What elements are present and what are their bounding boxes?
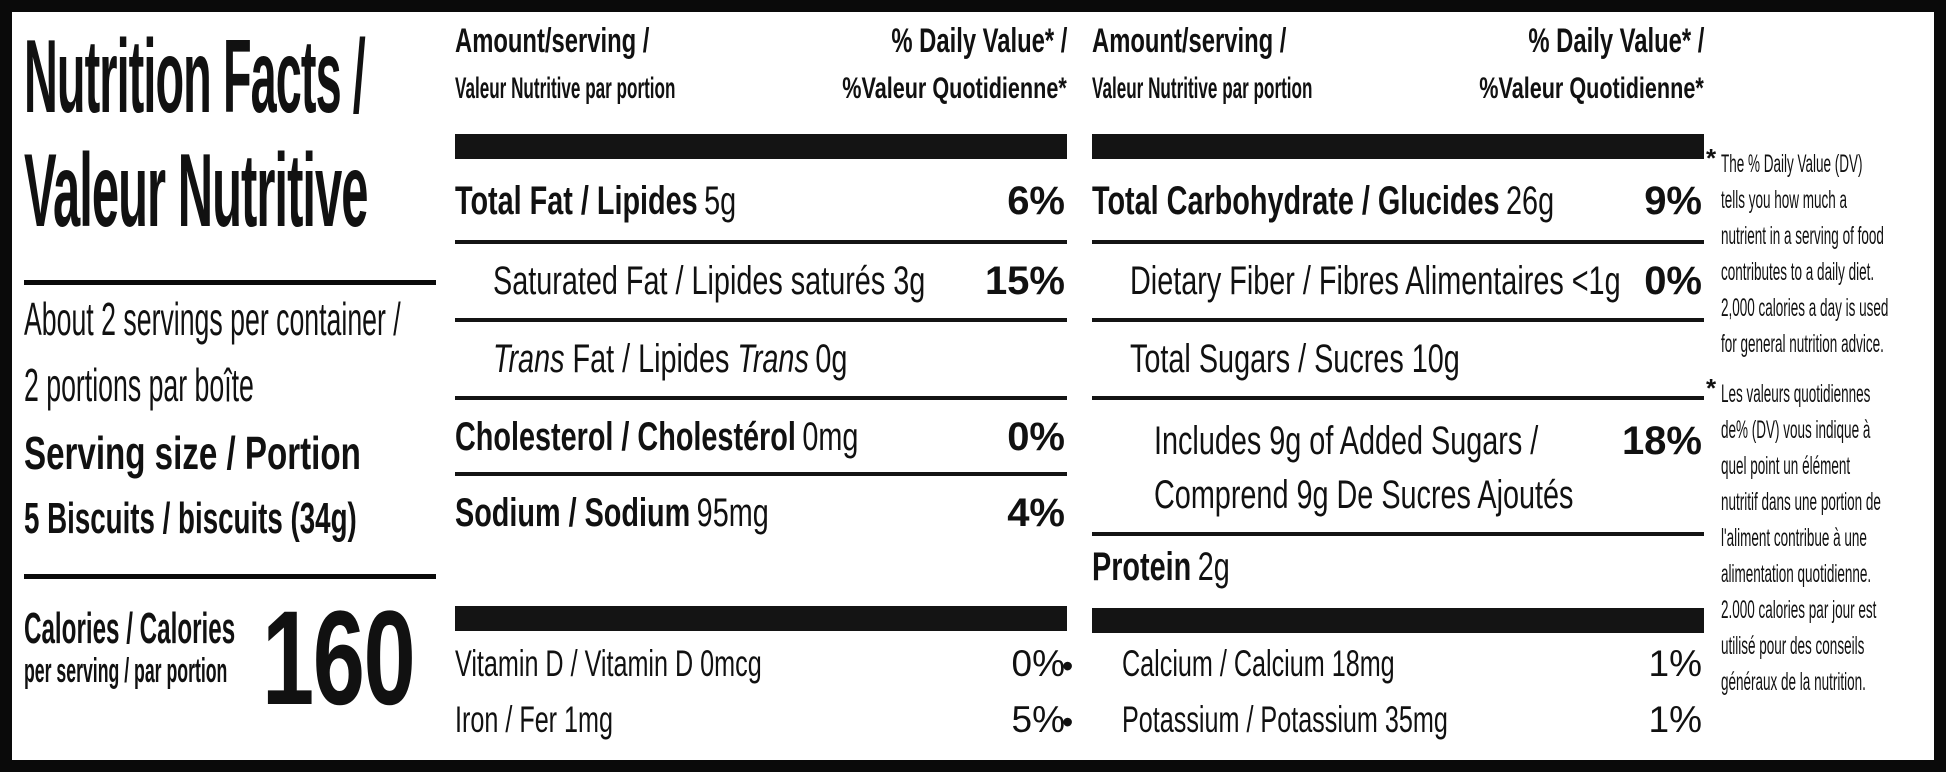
- divider-rule: [1092, 240, 1704, 244]
- bullet-icon: •: [1062, 704, 1074, 740]
- title-english: Nutrition Facts /: [24, 19, 366, 135]
- row-cholesterol: Cholesterol / Cholestérol 0mg 0%: [455, 415, 1065, 459]
- divider-rule: [24, 574, 436, 579]
- title-french: Valeur Nutritive: [24, 133, 368, 249]
- divider-bar: [455, 606, 1067, 631]
- divider-rule: [1092, 532, 1704, 536]
- calories-sublabel: per serving / par portion: [24, 652, 228, 690]
- divider-rule: [455, 396, 1067, 400]
- footnote-french: * Les valeurs quotidiennes de% (DV) vous…: [1706, 373, 1881, 696]
- footnote-english: * The % Daily Value (DV) tells you how m…: [1706, 143, 1889, 358]
- daily-value: 0%: [1011, 643, 1065, 684]
- row-calcium: • Calcium / Calcium 18mg 1%: [1062, 642, 1704, 686]
- row-trans-fat: Trans Fat / Lipides Trans 0g: [493, 337, 848, 381]
- asterisk-marker: *: [1706, 143, 1717, 173]
- daily-value: 4%: [1007, 491, 1065, 535]
- daily-value-header-fr: %Valeur Quotidienne*: [842, 72, 1067, 105]
- row-dietary-fiber: Dietary Fiber / Fibres Alimentaires <1g …: [1130, 259, 1702, 303]
- divider-bar: [455, 134, 1067, 159]
- daily-value-header-fr: %Valeur Quotidienne*: [1479, 72, 1704, 105]
- row-total-carbohydrate: Total Carbohydrate / Glucides 26g 9%: [1092, 179, 1702, 223]
- divider-bar: [1092, 134, 1704, 159]
- daily-value: 1%: [1648, 643, 1702, 684]
- daily-value-header: % Daily Value* /: [891, 22, 1067, 60]
- serving-size-label: Serving size / Portion: [24, 427, 361, 479]
- asterisk-marker: *: [1706, 373, 1717, 403]
- amount-serving-header: Amount/serving /: [455, 22, 650, 60]
- row-protein: Protein 2g: [1092, 545, 1230, 589]
- calories-value: 160: [262, 584, 416, 733]
- row-added-sugars: Includes 9g of Added Sugars / Comprend 9g…: [1092, 414, 1704, 522]
- row-potassium: • Potassium / Potassium 35mg 1%: [1062, 698, 1704, 742]
- divider-bar: [1092, 608, 1704, 633]
- nutrient-column-2: Amount/serving / Valeur Nutritive par po…: [1062, 0, 1704, 772]
- daily-value: 0%: [1007, 415, 1065, 459]
- row-total-sugars: Total Sugars / Sucres 10g: [1130, 337, 1460, 381]
- row-sodium: Sodium / Sodium 95mg 4%: [455, 491, 1065, 535]
- divider-rule: [455, 318, 1067, 322]
- row-saturated-fat: Saturated Fat / Lipides saturés 3g 15%: [493, 259, 1065, 303]
- row-total-fat: Total Fat / Lipides 5g 6%: [455, 179, 1065, 223]
- calories-label: Calories / Calories: [24, 604, 236, 653]
- divider-rule: [24, 280, 436, 285]
- daily-value: 0%: [1644, 259, 1702, 303]
- daily-value: 1%: [1648, 699, 1702, 740]
- daily-value: 5%: [1011, 699, 1065, 740]
- amount-serving-header-fr: Valeur Nutritive par portion: [455, 72, 676, 105]
- divider-rule: [1092, 396, 1704, 400]
- daily-value: 15%: [984, 259, 1065, 303]
- amount-serving-header: Amount/serving /: [1092, 22, 1287, 60]
- daily-value: 9%: [1644, 179, 1702, 223]
- daily-value: 6%: [1007, 179, 1065, 223]
- amount-serving-header-fr: Valeur Nutritive par portion: [1092, 72, 1313, 105]
- nutrient-column-1: Amount/serving / Valeur Nutritive par po…: [455, 0, 1067, 772]
- bullet-icon: •: [1062, 648, 1074, 684]
- daily-value-header: % Daily Value* /: [1528, 22, 1704, 60]
- daily-value: 18%: [1621, 419, 1702, 463]
- divider-rule: [455, 472, 1067, 476]
- servings-per-container: About 2 servings per container /: [24, 293, 401, 345]
- row-vitamin-d: Vitamin D / Vitamin D 0mcg 0%: [455, 643, 1065, 684]
- divider-rule: [455, 240, 1067, 244]
- serving-size-value: 5 Biscuits / biscuits (34g): [24, 494, 357, 543]
- servings-per-container-fr: 2 portions par boîte: [24, 359, 254, 411]
- divider-rule: [1092, 318, 1704, 322]
- row-iron: Iron / Fer 1mg 5%: [455, 699, 1065, 740]
